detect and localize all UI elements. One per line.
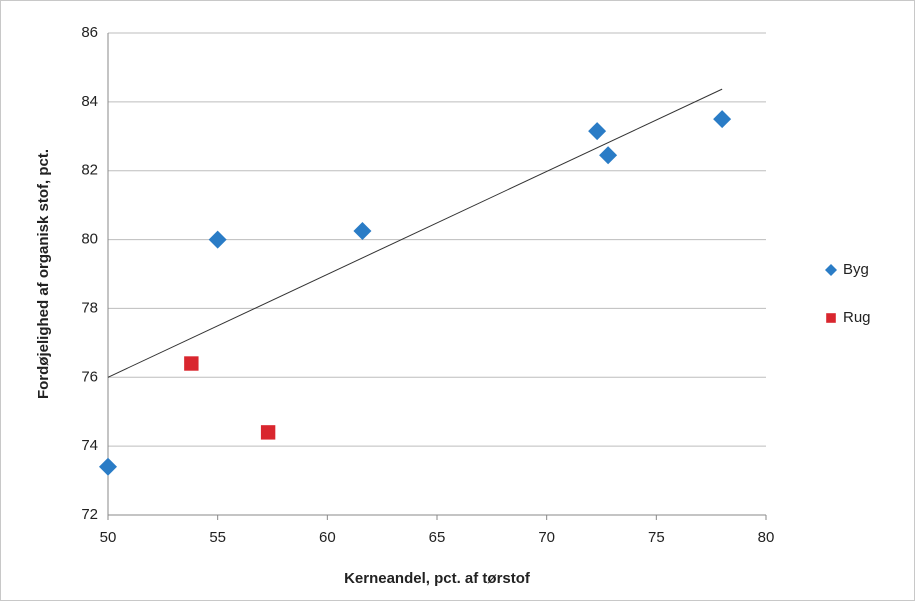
y-tick-label: 78	[81, 299, 98, 316]
y-tick-label: 80	[81, 231, 98, 248]
y-tick-label: 72	[81, 506, 98, 523]
x-tick-label: 60	[319, 529, 336, 546]
diamond-marker	[353, 221, 372, 240]
legend-label: Byg	[843, 261, 869, 278]
diamond-marker	[599, 146, 618, 165]
legend-marker	[826, 313, 836, 323]
y-tick-label: 84	[81, 93, 98, 110]
legend-label: Rug	[843, 309, 871, 326]
x-tick-label: 50	[100, 529, 117, 546]
diamond-marker	[713, 110, 732, 129]
y-axis-title: Fordøjelighed af organisk stof, pct.	[35, 149, 52, 399]
x-axis-title: Kerneandel, pct. af tørstof	[344, 570, 531, 587]
square-marker	[260, 425, 276, 440]
y-tick-label: 74	[81, 437, 98, 454]
y-tick-label: 76	[81, 368, 98, 385]
x-tick-label: 55	[209, 529, 226, 546]
diamond-marker	[588, 122, 607, 141]
trendline	[107, 88, 723, 378]
square-marker	[184, 356, 199, 371]
y-tick-label: 86	[81, 24, 98, 41]
y-tick-label: 82	[81, 162, 98, 179]
diamond-marker	[208, 230, 227, 249]
diamond-marker	[99, 457, 117, 476]
x-tick-label: 70	[538, 529, 555, 546]
x-tick-label: 80	[758, 529, 775, 546]
legend-marker	[825, 264, 837, 276]
x-tick-label: 65	[429, 529, 446, 546]
x-tick-label: 75	[648, 529, 665, 546]
